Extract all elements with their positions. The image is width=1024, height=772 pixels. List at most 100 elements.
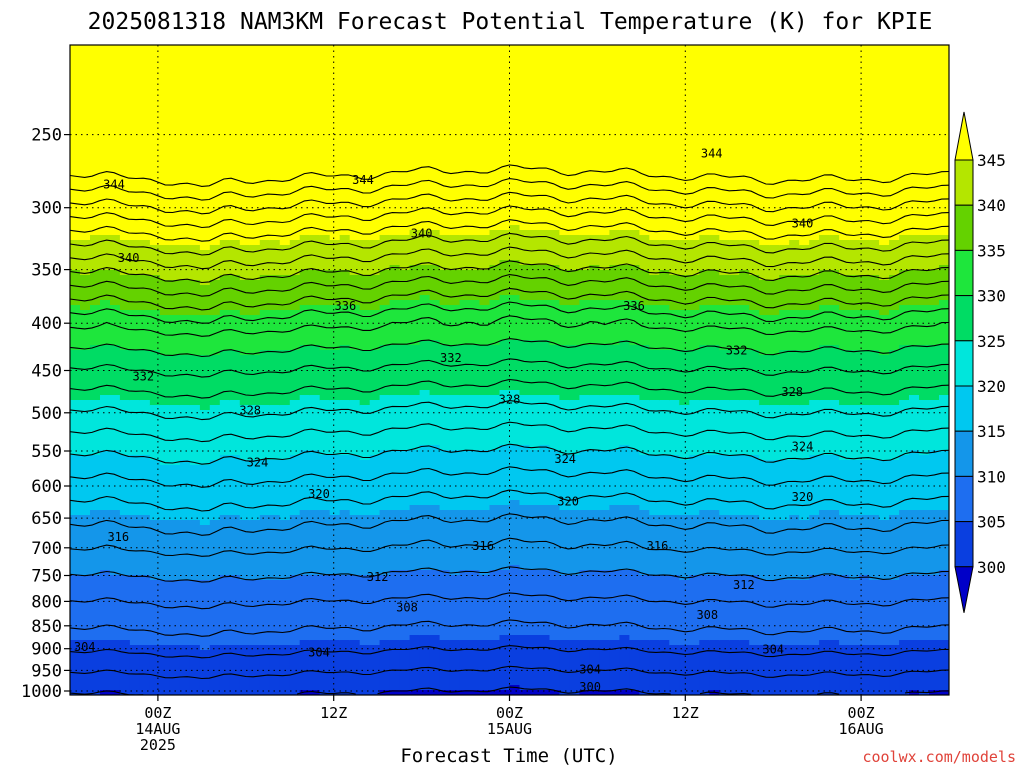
- theta-band-cell: [839, 350, 850, 406]
- theta-band-cell: [519, 445, 531, 506]
- theta-band-cell: [159, 245, 171, 281]
- theta-band-cell: [399, 345, 411, 396]
- theta-band-cell: [879, 355, 890, 406]
- theta-band-cell: [339, 510, 351, 576]
- theta-band-cell: [169, 45, 181, 246]
- theta-band-cell: [279, 580, 291, 646]
- theta-band-cell: [679, 275, 691, 311]
- theta-band-cell: [609, 230, 621, 266]
- theta-band-cell: [699, 270, 711, 306]
- theta-band-cell: [669, 275, 681, 311]
- theta-band-cell: [349, 350, 361, 401]
- theta-band-cell: [759, 645, 770, 695]
- theta-band-cell: [189, 405, 201, 466]
- x-tick-label-0-0: 00Z: [144, 704, 171, 722]
- theta-band-cell: [899, 510, 910, 576]
- theta-band-cell: [769, 520, 780, 581]
- theta-band-cell: [879, 45, 890, 246]
- theta-band-cell: [659, 515, 671, 576]
- theta-band-cell: [569, 640, 581, 695]
- theta-band-cell: [289, 515, 301, 576]
- theta-band-cell: [759, 45, 770, 246]
- theta-band-cell: [369, 240, 381, 276]
- theta-band-cell: [229, 350, 241, 401]
- theta-band-cell: [829, 510, 840, 576]
- theta-band-cell: [429, 505, 441, 571]
- theta-band-cell: [859, 240, 870, 276]
- y-tick-label-550: 550: [31, 442, 62, 462]
- theta-band-cell: [599, 640, 611, 691]
- theta-band-cell: [269, 45, 281, 241]
- theta-band-cell: [739, 515, 750, 576]
- theta-band-cell: [709, 305, 721, 346]
- theta-band-cell: [659, 240, 671, 271]
- colorbar-label-325: 325: [977, 332, 1006, 351]
- theta-band-cell: [539, 265, 551, 301]
- theta-band-cell: [369, 455, 381, 516]
- theta-band-cell: [509, 340, 521, 391]
- theta-band-cell: [70, 515, 81, 576]
- theta-band-cell: [929, 450, 940, 511]
- theta-band-cell: [169, 355, 181, 406]
- contour-label-text: 340: [118, 251, 140, 265]
- theta-band-cell: [869, 240, 880, 276]
- theta-band-cell: [809, 350, 820, 401]
- contour-label-344: 344: [701, 146, 723, 160]
- theta-band-cell: [100, 345, 111, 396]
- theta-band-cell: [709, 235, 721, 271]
- y-tick-label-350: 350: [31, 261, 62, 281]
- theta-band-cell: [779, 310, 790, 351]
- theta-band-cell: [159, 465, 171, 521]
- theta-band-cell: [549, 395, 561, 451]
- theta-band-cell: [159, 45, 171, 246]
- contour-line-324: [70, 400, 949, 421]
- theta-band-cell: [899, 575, 910, 641]
- theta-band-cell: [619, 690, 631, 695]
- contour-label-text: 336: [335, 299, 357, 313]
- theta-band-cell: [689, 350, 701, 401]
- theta-band-cell: [729, 515, 741, 576]
- theta-band-cell: [269, 350, 281, 406]
- contour-label-304: 304: [308, 645, 330, 659]
- y-tick-label-600: 600: [31, 477, 62, 497]
- theta-band-cell: [469, 570, 481, 641]
- theta-band-cell: [169, 520, 181, 581]
- theta-band-cell: [679, 310, 691, 351]
- theta-band-cell: [329, 350, 341, 401]
- theta-band-cell: [110, 510, 121, 576]
- theta-band-cell: [769, 45, 780, 246]
- theta-band-cell: [139, 455, 151, 516]
- theta-band-cell: [249, 45, 261, 246]
- theta-band-cell: [489, 640, 501, 691]
- theta-band-cell: [569, 510, 581, 576]
- contour-label-text: 340: [792, 217, 814, 231]
- theta-band-cell: [579, 450, 591, 511]
- theta-band-cell: [129, 310, 141, 351]
- x-tick-label-48-1: 16AUG: [839, 720, 884, 738]
- theta-band-cell: [80, 275, 91, 311]
- theta-band-cell: [709, 345, 721, 401]
- contour-label-text: 336: [623, 299, 645, 313]
- theta-band-cell: [269, 515, 281, 581]
- theta-band-cell: [100, 270, 111, 301]
- theta-band-cell: [309, 235, 321, 271]
- theta-band-cell: [519, 505, 531, 571]
- theta-band-cell: [539, 395, 551, 446]
- theta-band-cell: [239, 245, 251, 281]
- theta-band-cell: [829, 345, 840, 401]
- theta-band-cell: [319, 400, 331, 456]
- theta-band-cell: [569, 270, 581, 306]
- theta-band-cell: [579, 395, 591, 451]
- theta-band-cell: [559, 510, 571, 576]
- theta-band-cell: [90, 455, 101, 511]
- theta-band-cell: [259, 275, 271, 311]
- x-tick-label-36-0: 12Z: [672, 704, 699, 722]
- theta-band-cell: [899, 235, 910, 271]
- theta-band-cell: [379, 45, 391, 236]
- theta-band-cell: [579, 510, 591, 571]
- theta-band-cell: [889, 405, 900, 461]
- theta-band-cell: [409, 45, 421, 231]
- y-tick-label-300: 300: [31, 199, 62, 219]
- colorbar-label-335: 335: [977, 241, 1006, 260]
- theta-band-cell: [479, 575, 491, 641]
